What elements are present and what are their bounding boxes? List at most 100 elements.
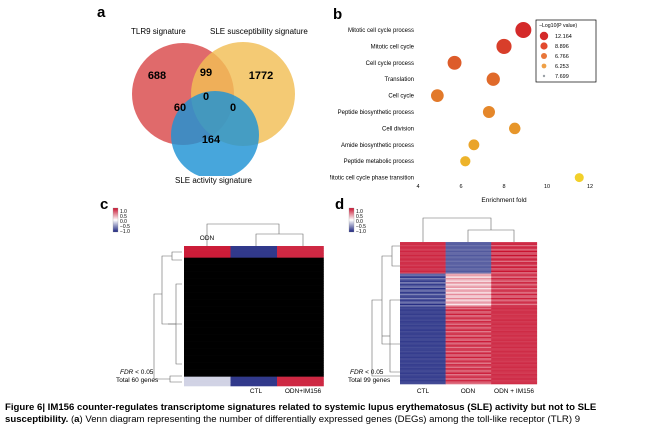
heatmap-cell	[445, 249, 492, 251]
heatmap-cell	[491, 266, 538, 269]
heatmap-cell	[491, 289, 538, 292]
heatmap-cell	[445, 289, 492, 292]
heatmap-cell	[277, 295, 324, 298]
heatmap-cell	[491, 252, 538, 254]
heatmap-cell	[277, 304, 324, 307]
heatmap-cell	[184, 325, 231, 328]
heatmap-cell	[184, 309, 231, 312]
heatmap-cell	[400, 326, 446, 329]
heatmap-cell	[400, 295, 446, 297]
heatmap-cell	[491, 306, 538, 309]
caption-body: (a) Venn diagram representing the number…	[70, 414, 581, 425]
heatmap-cell	[445, 333, 492, 336]
heatmap-cell	[277, 346, 324, 349]
heatmap-cell	[400, 349, 446, 352]
heatmap-cell	[230, 248, 278, 251]
heatmap-cell	[400, 343, 446, 346]
heatmap-cell	[400, 247, 446, 250]
legend-swatch	[541, 63, 547, 69]
heatmap-cell	[400, 276, 446, 279]
heatmap-cell	[445, 352, 492, 355]
heatmap-cell	[445, 257, 492, 260]
heatmap-cell	[445, 368, 492, 370]
heatmap-cell	[184, 381, 231, 384]
heatmap-cell	[491, 371, 538, 373]
panel-a-label: a	[97, 4, 106, 21]
row-dendrogram-d	[371, 245, 400, 377]
heatmap-cell	[491, 336, 538, 339]
heatmap-cell	[445, 322, 492, 325]
heatmap-cell	[184, 297, 231, 300]
legend-swatch	[542, 74, 546, 78]
heatmap-cell	[230, 339, 278, 342]
key-d-3: 0.0	[356, 219, 363, 225]
heatmap-cell	[230, 283, 278, 286]
heatmap-cell	[445, 253, 492, 256]
column-label-odn-d: ODN	[461, 388, 476, 395]
heatmap-cell	[184, 260, 231, 263]
heatmap-cell	[277, 372, 324, 375]
venn-circle-activity	[171, 91, 259, 176]
heatmap-cell	[400, 372, 446, 375]
heatmap-cell	[277, 362, 324, 366]
heatmap-cell	[400, 299, 446, 302]
heatmap-cell	[491, 293, 538, 296]
heatmap-cell	[400, 356, 446, 359]
heatmap-cell	[277, 318, 324, 321]
heatmap-cell	[491, 323, 538, 326]
heatmap-cell	[400, 313, 446, 316]
heatmap-cell	[400, 322, 446, 325]
heatmap-cell	[445, 343, 492, 346]
heatmap-cell	[277, 267, 324, 270]
heatmap-cell	[184, 383, 231, 387]
heatmap-cell	[491, 250, 538, 253]
heatmap-cell	[445, 297, 492, 300]
heatmap-cell	[491, 349, 538, 352]
heatmap-cell	[230, 255, 278, 258]
heatmap-cell	[400, 300, 446, 303]
heatmap-cell	[491, 339, 538, 342]
heatmap-cell	[445, 307, 492, 310]
heatmap-cell	[445, 300, 492, 303]
heatmap-cell	[400, 379, 446, 382]
heatmap-cell	[277, 285, 324, 289]
heatmap-cell	[230, 246, 278, 249]
heatmap-cell	[491, 280, 538, 283]
heatmap-cell	[184, 355, 231, 359]
heatmap-cell	[400, 376, 446, 379]
heatmap-cell	[491, 330, 538, 333]
heatmap-cell	[445, 287, 492, 290]
heatmap-cell	[400, 378, 446, 380]
heatmap-cell	[184, 327, 231, 331]
heatmap-cell	[230, 313, 278, 317]
heatmap-cell	[491, 342, 538, 345]
heatmap-cell	[491, 243, 538, 246]
heatmap-cell	[491, 335, 538, 337]
heatmap-cell	[184, 313, 231, 317]
activity-signature-label: SLE activity signature	[175, 176, 252, 185]
heatmap-cell	[277, 274, 324, 277]
heatmap-cell	[491, 297, 538, 300]
heatmap-cell	[230, 276, 278, 279]
heatmap-cell	[400, 328, 446, 330]
heatmap-cell	[491, 303, 538, 306]
heatmap-cell	[400, 371, 446, 373]
bubble-row-label: Mitotic cell cycle	[371, 44, 415, 50]
heatmap-cell	[230, 297, 278, 300]
heatmap-cell	[491, 316, 538, 319]
heatmap-cell	[184, 246, 231, 249]
heatmap-cell	[400, 283, 446, 286]
heatmap-cell	[491, 253, 538, 256]
bubble-point	[447, 55, 462, 70]
heatmap-cell	[491, 381, 538, 383]
heatmap-cell	[491, 285, 538, 287]
heatmap-cell	[230, 332, 278, 335]
heatmap-cell	[230, 278, 278, 282]
heatmap-cell	[400, 330, 446, 333]
key-c-1: 1.0	[120, 209, 127, 215]
heatmap-cell	[400, 273, 446, 276]
key-c-5: −1.0	[120, 229, 130, 235]
heatmap-cell	[491, 256, 538, 259]
heatmap-cell	[491, 273, 538, 276]
heatmap-cell	[184, 295, 231, 298]
